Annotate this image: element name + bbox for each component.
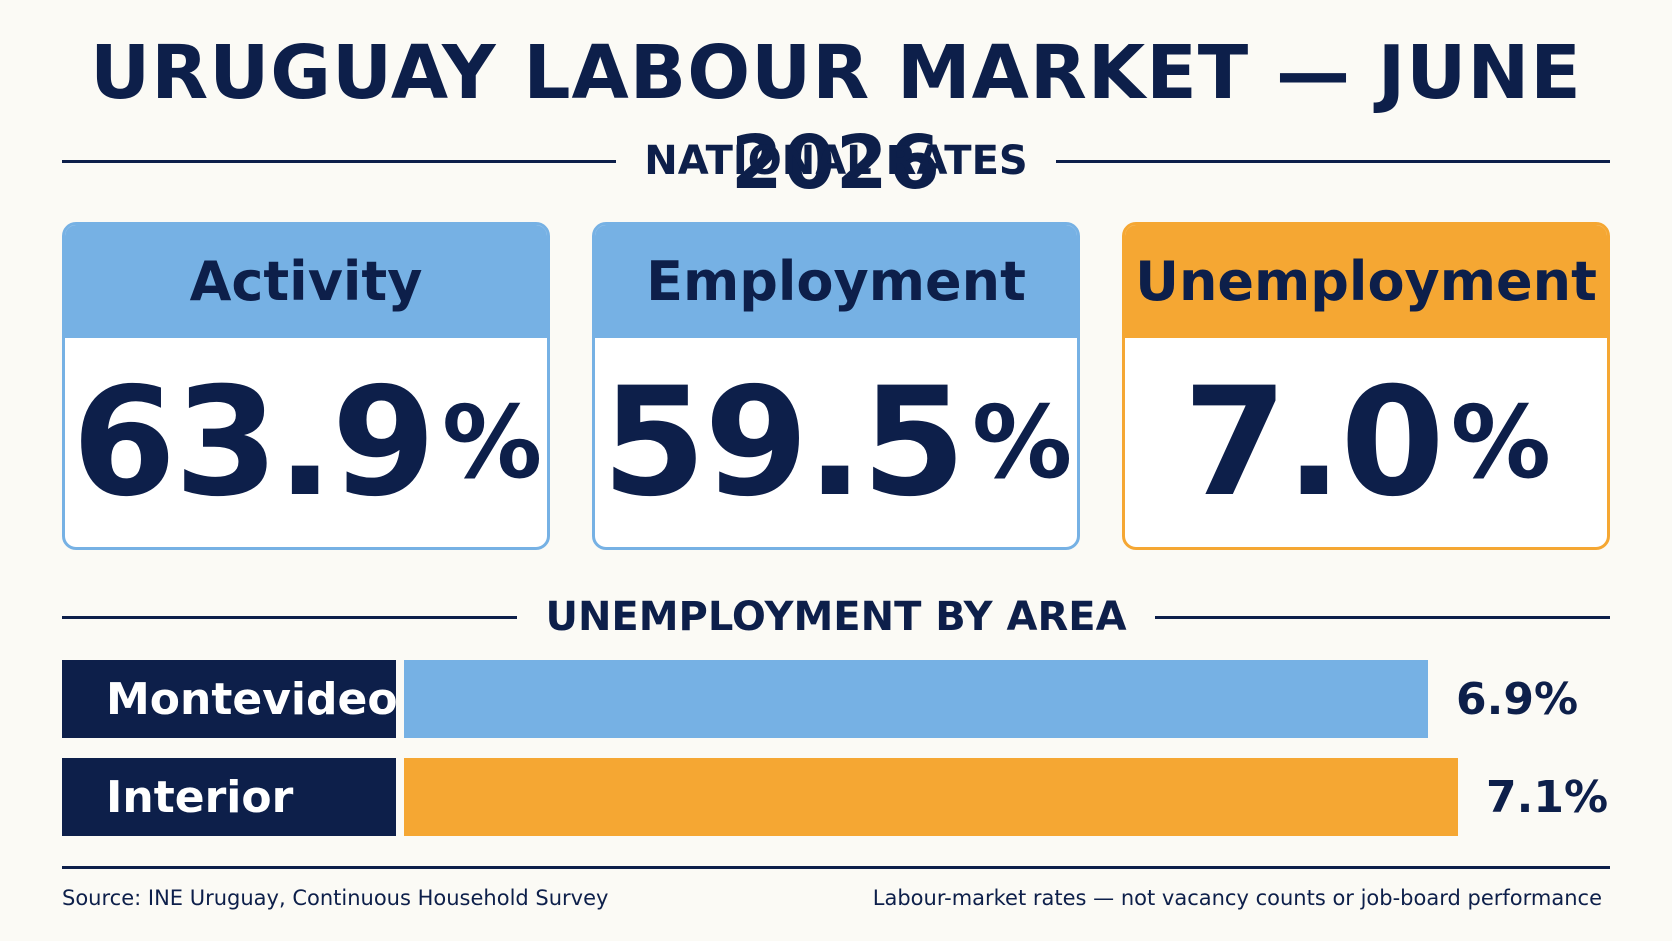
bar-data-label: 6.9% [1456, 673, 1579, 725]
card-value: 63.9% [65, 338, 547, 547]
employment-rate-card: Employment 59.5% [592, 222, 1080, 550]
bar-data-label: 7.1% [1486, 771, 1609, 823]
activity-rate-card: Activity 63.9% [62, 222, 550, 550]
percent-sign: % [1450, 384, 1551, 501]
rate-number: 59.5 [601, 355, 966, 530]
divider [62, 615, 518, 619]
divider [62, 159, 617, 163]
percent-sign: % [971, 384, 1072, 501]
divider [1154, 615, 1610, 619]
bar-category-label: Interior [62, 758, 396, 836]
footer-divider [62, 866, 1610, 869]
card-label: Unemployment [1125, 225, 1607, 338]
divider [1055, 159, 1611, 163]
percent-sign: % [441, 384, 542, 501]
bar-interior [404, 758, 1458, 836]
unemployment-rate-card: Unemployment 7.0% [1122, 222, 1610, 550]
page-title: URUGUAY LABOUR MARKET — JUNE 2026 [90, 30, 1582, 206]
area-header: UNEMPLOYMENT BY AREA [62, 592, 1610, 642]
bar-row-montevideo: Montevideo 6.9% [62, 660, 1610, 738]
section-title-area: UNEMPLOYMENT BY AREA [545, 594, 1127, 640]
rate-cards: Activity 63.9% Employment 59.5% Unemploy… [62, 222, 1610, 554]
bar-montevideo [404, 660, 1428, 738]
rate-number: 63.9 [71, 355, 436, 530]
source-note: Source: INE Uruguay, Continuous Househol… [62, 886, 609, 910]
bar-category-label: Montevideo [62, 660, 398, 738]
card-label: Activity [65, 225, 547, 338]
section-title-national: NATIONAL RATES [644, 138, 1028, 184]
card-value: 59.5% [595, 338, 1077, 547]
bar-row-interior: Interior 7.1% [62, 758, 1610, 836]
rate-number: 7.0 [1183, 355, 1445, 530]
disclaimer-note: Labour-market rates — not vacancy counts… [872, 886, 1602, 910]
card-value: 7.0% [1125, 338, 1607, 547]
national-rates-header: NATIONAL RATES [62, 136, 1611, 186]
card-label: Employment [595, 225, 1077, 338]
